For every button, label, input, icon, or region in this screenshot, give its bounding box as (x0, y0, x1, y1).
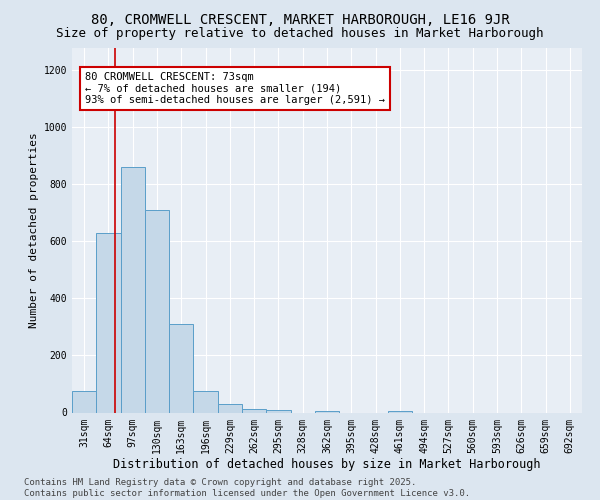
Bar (193, 391, 218, 412)
Bar (121, 168, 145, 412)
X-axis label: Distribution of detached houses by size in Market Harborough: Distribution of detached houses by size … (113, 458, 541, 471)
Bar (169, 324, 193, 412)
Text: Size of property relative to detached houses in Market Harborough: Size of property relative to detached ho… (56, 28, 544, 40)
Bar (315, 411, 339, 412)
Text: Contains HM Land Registry data © Crown copyright and database right 2025.
Contai: Contains HM Land Registry data © Crown c… (24, 478, 470, 498)
Bar (266, 410, 290, 412)
Bar (242, 409, 266, 412)
Bar (96, 233, 121, 412)
Bar (218, 404, 242, 412)
Bar (388, 411, 412, 412)
Bar (145, 210, 169, 412)
Text: 80 CROMWELL CRESCENT: 73sqm
← 7% of detached houses are smaller (194)
93% of sem: 80 CROMWELL CRESCENT: 73sqm ← 7% of deta… (85, 72, 385, 105)
Text: 80, CROMWELL CRESCENT, MARKET HARBOROUGH, LE16 9JR: 80, CROMWELL CRESCENT, MARKET HARBOROUGH… (91, 12, 509, 26)
Y-axis label: Number of detached properties: Number of detached properties (29, 132, 40, 328)
Bar (72, 391, 96, 412)
